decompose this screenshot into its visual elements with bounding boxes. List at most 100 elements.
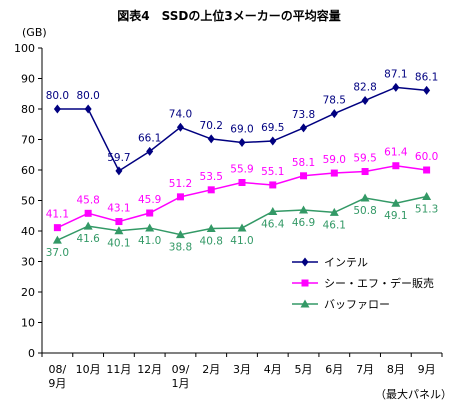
data-point [361,168,369,176]
data-label: 37.0 [46,247,69,259]
legend-item-2: シー・エフ・デー販売 [292,276,434,290]
data-label: 59.7 [107,152,130,164]
x-tick-label: 2月 [202,363,220,376]
data-label: 51.2 [169,178,192,190]
series-2 [53,162,431,232]
legend-label: シー・エフ・デー販売 [324,276,434,290]
data-point [300,172,308,180]
x-tick-label: 5月 [295,363,313,376]
series-group [52,82,432,244]
data-point [237,223,247,232]
data-label: 73.8 [292,109,315,121]
data-label: 41.6 [76,233,100,245]
data-label: 46.4 [261,218,285,230]
data-point [206,224,216,233]
series-1 [53,82,431,176]
data-label: 41.0 [138,235,161,247]
y-tick-label: 40 [21,225,35,238]
data-label: 50.8 [353,205,376,217]
data-point [238,138,246,148]
data-point [176,122,184,132]
data-point [53,224,61,232]
chart-title: 図表4 SSDの上位3メーカーの平均容量 [117,8,340,23]
data-point [423,85,431,95]
data-label: 41.0 [230,235,253,247]
data-label: 40.1 [107,238,130,250]
data-point [53,104,61,114]
data-label: 61.4 [384,147,408,159]
data-label: 59.0 [323,154,346,166]
data-point [52,235,62,244]
legend-label: インテル [324,256,368,269]
x-tick-label: 8月 [387,363,405,376]
data-point [269,181,277,189]
data-point [329,207,339,216]
data-label: 46.9 [292,217,315,229]
data-point [176,193,184,201]
data-label: 86.1 [415,71,438,83]
legend-item-1: インテル [292,256,368,269]
data-point [360,193,370,202]
data-label: 80.0 [76,90,99,102]
y-tick-label: 20 [21,286,35,299]
y-axis-unit: (GB) [22,26,47,39]
x-tick-label: 3月 [233,363,251,376]
data-point [268,206,278,215]
y-tick-label: 10 [21,317,35,330]
y-tick-label: 50 [21,195,35,208]
y-tick-labels: 0 10 20 30 40 50 60 70 80 90 100 [14,42,35,360]
x-tick-label: 11月 [106,363,131,376]
data-label: 51.3 [415,204,438,216]
data-point [84,209,92,217]
y-tick-label: 80 [21,103,35,116]
data-point [83,221,93,230]
x-tick-label: 6月 [325,363,343,376]
data-label: 78.5 [323,95,346,107]
data-label: 49.1 [384,210,407,222]
x-tick-label: 09/1月 [171,363,189,390]
series-3 [52,192,432,244]
data-label: 43.1 [107,203,130,215]
data-point [175,230,185,239]
legend-marker [301,257,309,267]
axes [38,47,443,357]
data-labels: 80.0 80.0 59.7 66.1 74.0 70.2 69.0 69.5 73.8 78.5… [46,68,439,259]
data-label: 82.8 [353,81,376,93]
footnote: （最大パネル） [375,387,452,401]
data-point [391,198,401,207]
data-point [330,109,338,119]
data-point [84,104,92,114]
data-point [238,179,246,187]
data-label: 70.2 [200,120,223,132]
data-label: 41.1 [46,209,69,221]
data-label: 60.0 [415,151,438,163]
data-label: 40.8 [200,236,223,248]
data-point [423,166,431,174]
data-label: 38.8 [169,242,192,254]
data-point [146,209,154,217]
y-tick-label: 0 [28,347,35,360]
data-label: 53.5 [200,171,223,183]
data-point [145,223,155,232]
data-label: 45.9 [138,194,161,206]
y-tick-label: 90 [21,73,35,86]
data-label: 55.1 [261,166,284,178]
legend-item-3: バッファロー [292,298,390,311]
x-tick-label: 08/9月 [48,363,66,390]
data-point [361,95,369,105]
data-label: 69.5 [261,122,284,134]
data-point [330,169,338,177]
x-tick-label: 7月 [356,363,374,376]
data-label: 66.1 [138,132,161,144]
data-point [207,186,215,194]
data-label: 45.8 [76,194,99,206]
data-label: 87.1 [384,68,407,80]
data-point [299,205,309,214]
data-point [300,123,308,133]
data-point [269,136,277,146]
data-point [114,226,124,235]
legend-label: バッファロー [324,298,390,311]
